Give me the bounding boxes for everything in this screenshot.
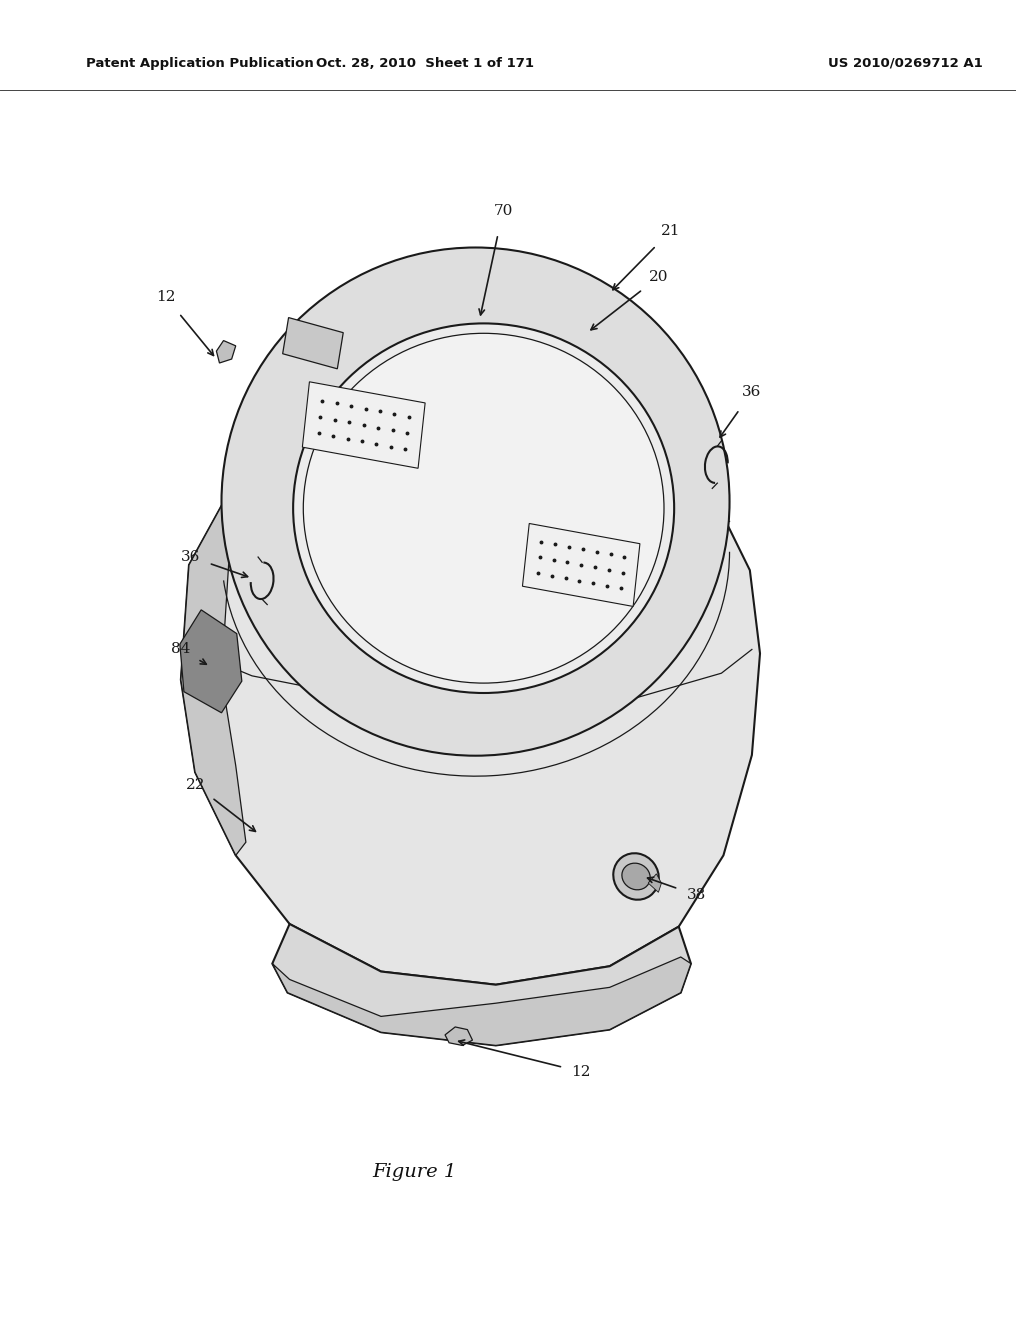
Polygon shape: [181, 491, 760, 985]
Text: 12: 12: [571, 1065, 591, 1078]
Ellipse shape: [303, 334, 664, 684]
Ellipse shape: [221, 248, 729, 755]
Text: 22: 22: [186, 779, 206, 792]
Text: Patent Application Publication: Patent Application Publication: [86, 57, 314, 70]
Polygon shape: [283, 318, 343, 368]
Text: 12: 12: [156, 290, 175, 304]
Text: 20: 20: [648, 271, 669, 284]
Text: 70: 70: [494, 205, 513, 218]
Polygon shape: [180, 610, 242, 713]
Text: 84: 84: [171, 643, 190, 656]
Ellipse shape: [293, 323, 674, 693]
Polygon shape: [272, 957, 691, 1045]
Text: 36: 36: [181, 550, 201, 564]
Polygon shape: [181, 491, 248, 855]
Text: 38: 38: [686, 888, 706, 902]
Text: US 2010/0269712 A1: US 2010/0269712 A1: [828, 57, 983, 70]
Ellipse shape: [613, 853, 658, 900]
Polygon shape: [272, 924, 691, 1045]
Polygon shape: [302, 381, 425, 469]
Text: Oct. 28, 2010  Sheet 1 of 171: Oct. 28, 2010 Sheet 1 of 171: [315, 57, 534, 70]
Text: 21: 21: [660, 224, 680, 238]
Polygon shape: [216, 341, 236, 363]
Text: Figure 1: Figure 1: [373, 1163, 457, 1181]
Polygon shape: [522, 524, 640, 606]
Text: 36: 36: [742, 385, 762, 399]
Polygon shape: [648, 874, 662, 892]
Ellipse shape: [622, 863, 650, 890]
Polygon shape: [445, 1027, 472, 1045]
